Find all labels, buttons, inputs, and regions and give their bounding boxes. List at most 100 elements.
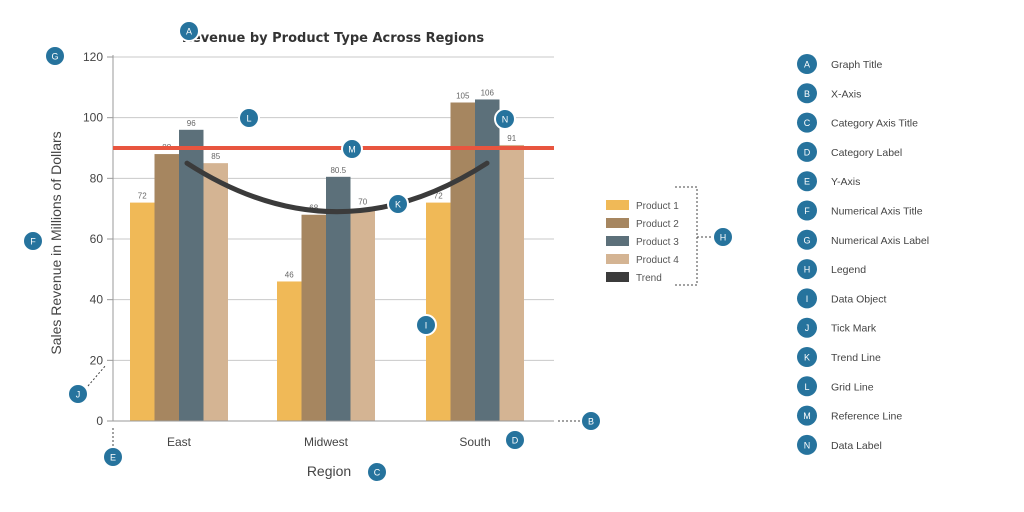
key-label: Tick Mark xyxy=(831,323,877,335)
annotation-badge-letter: F xyxy=(30,237,36,247)
annotation-badge-letter: M xyxy=(348,145,356,155)
key-label: Data Label xyxy=(831,440,882,452)
key-badge xyxy=(797,434,817,455)
chart-title: Revenue by Product Type Across Regions xyxy=(182,31,484,46)
key-badge-letter: H xyxy=(804,265,811,275)
bar xyxy=(350,208,375,421)
annotation-badge xyxy=(580,410,602,432)
key-badge-letter: L xyxy=(804,382,809,392)
bar xyxy=(426,202,451,421)
key-badge-letter: M xyxy=(803,411,811,421)
annotation-badge-letter: K xyxy=(395,200,401,210)
overlays xyxy=(87,146,713,449)
y-tick-label: 0 xyxy=(96,414,103,428)
legend-label: Trend xyxy=(636,273,662,284)
key-label: X-Axis xyxy=(831,88,861,100)
key-label: Numerical Axis Label xyxy=(831,235,929,247)
key-badge-letter: B xyxy=(804,89,810,99)
annotation-badge-letter: C xyxy=(374,468,381,478)
key-badge xyxy=(797,83,817,104)
annotation-badge xyxy=(341,138,363,160)
legend-swatch xyxy=(606,200,629,210)
key-badge-letter: K xyxy=(804,353,810,363)
annotation-badge-letter: B xyxy=(588,417,594,427)
key-label: Legend xyxy=(831,264,866,276)
key-badge-letter: J xyxy=(805,323,810,333)
annotation-badge xyxy=(504,429,526,451)
data-label: 91 xyxy=(507,134,516,143)
legend-swatch xyxy=(606,272,629,282)
legend-swatch xyxy=(606,218,629,228)
key-badge xyxy=(797,376,817,397)
data-label: 85 xyxy=(211,152,220,161)
key-badge-letter: G xyxy=(803,235,810,245)
y-tick-label: 40 xyxy=(90,293,104,307)
key-badge xyxy=(797,229,817,250)
key-label: Y-Axis xyxy=(831,176,860,188)
key-label: Numerical Axis Title xyxy=(831,206,923,218)
data-label: 96 xyxy=(187,119,196,128)
annotation-badge xyxy=(67,383,89,405)
legend: Product 1 Product 2 Product 3 Product 4 Tren… xyxy=(606,200,679,284)
bar xyxy=(179,129,204,422)
key-badge xyxy=(797,171,817,192)
data-label: 72 xyxy=(138,192,147,201)
bar xyxy=(326,176,351,421)
key-badge xyxy=(797,200,817,221)
key-badge-letter: I xyxy=(806,294,809,304)
annotation-badge-letter: A xyxy=(186,27,192,37)
trend-line xyxy=(184,160,490,215)
annotation-badge-letter: D xyxy=(512,436,519,446)
key-badge xyxy=(797,54,817,74)
key-label: Category Axis Title xyxy=(831,118,918,130)
bar xyxy=(301,214,326,421)
y-tick-label: 120 xyxy=(83,50,103,64)
annotation-badge xyxy=(44,45,66,67)
annotation-badge xyxy=(102,446,124,468)
annotation-badge-letter: E xyxy=(110,453,116,463)
bar xyxy=(475,99,500,421)
key-label: Graph Title xyxy=(831,59,883,71)
key-badge xyxy=(797,259,817,280)
bar xyxy=(154,154,179,422)
data-label: 70 xyxy=(358,198,367,207)
legend-swatch xyxy=(606,236,629,246)
data-label: 80.5 xyxy=(330,166,346,175)
category-label: Midwest xyxy=(304,435,349,449)
annotation-key: A Graph Title B X-Axis C Category Axis Title D… xyxy=(797,54,929,455)
key-label: Grid Line xyxy=(831,381,874,393)
bar xyxy=(130,202,155,421)
annotation-badge-letter: J xyxy=(76,390,81,400)
key-label: Data Object xyxy=(831,293,887,305)
data-label: 46 xyxy=(285,270,294,279)
legend-label: Product 3 xyxy=(636,237,679,248)
legend-swatch xyxy=(606,254,629,264)
key-badge-letter: N xyxy=(804,440,811,450)
annotation-badge-letter: L xyxy=(246,114,251,124)
annotation-badge xyxy=(22,230,44,252)
annotation-badge xyxy=(494,108,516,130)
tick-mark-connector xyxy=(87,364,107,387)
key-badge xyxy=(797,112,817,133)
axes: 0 20 40 60 80 100 120 East Midwest South xyxy=(83,50,554,449)
data-label: 72 xyxy=(434,192,443,201)
legend-label: Product 1 xyxy=(636,201,679,212)
annotation-badge xyxy=(238,107,260,129)
x-axis-title: Region xyxy=(307,463,351,479)
annotation-badge-letter: I xyxy=(425,321,428,331)
annotation-badge xyxy=(387,193,409,215)
category-label: East xyxy=(167,435,192,449)
key-badge xyxy=(797,317,817,338)
key-badge xyxy=(797,347,817,367)
key-badge-letter: A xyxy=(804,60,810,70)
y-tick-label: 20 xyxy=(90,353,104,367)
y-tick-label: 100 xyxy=(83,111,103,125)
key-badge xyxy=(797,288,817,309)
data-label: 106 xyxy=(481,88,495,97)
annotation-badge xyxy=(178,20,200,42)
y-tick-label: 60 xyxy=(90,232,104,246)
key-label: Trend Line xyxy=(831,352,881,364)
data-label: 105 xyxy=(456,92,470,101)
